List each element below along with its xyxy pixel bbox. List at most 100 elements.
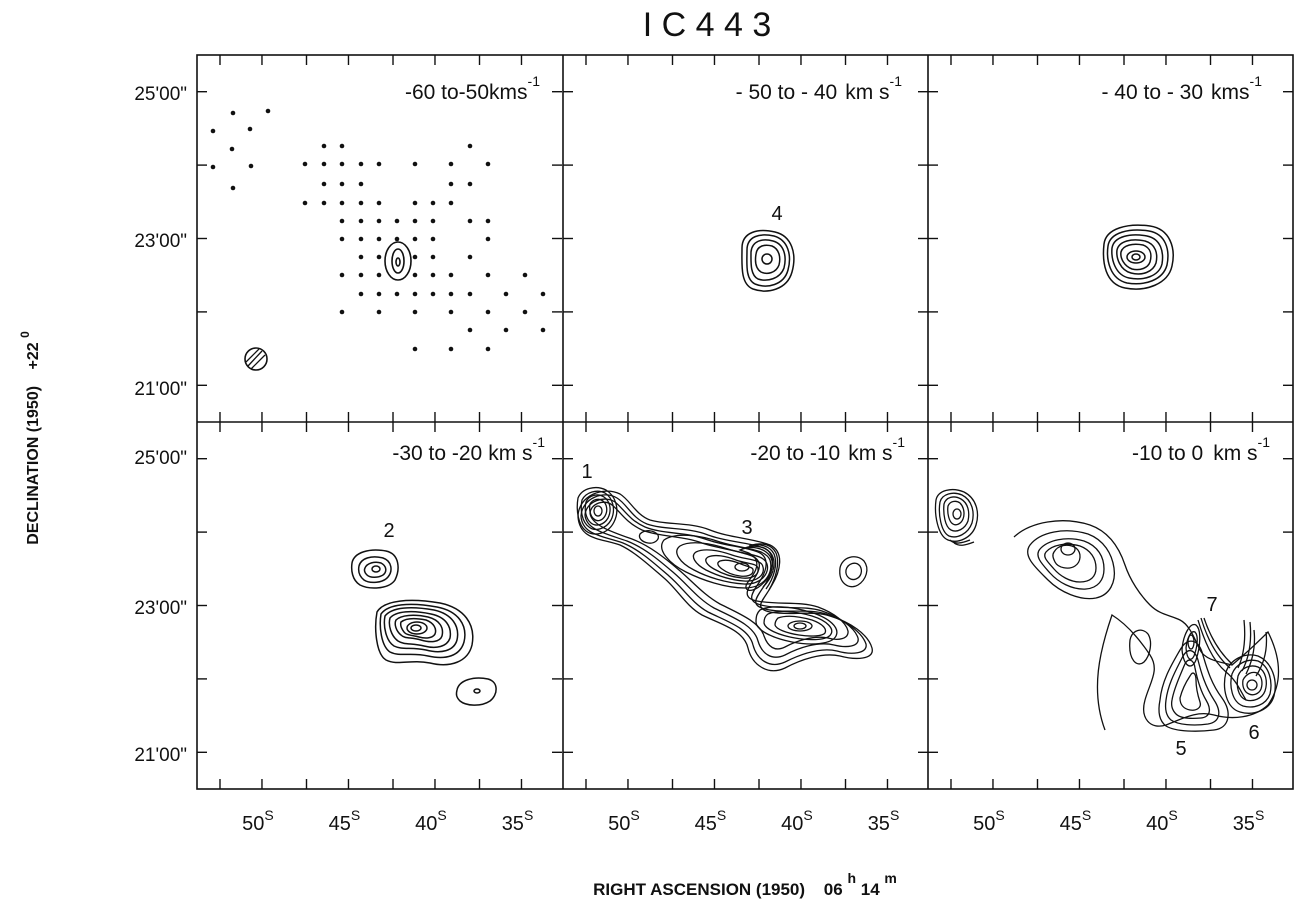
panel-2-sup: -1 (890, 73, 903, 89)
sampling-point (467, 327, 473, 333)
contour (1116, 239, 1158, 275)
panel-5-label: -20 to -10 km s-1 (750, 434, 905, 465)
sampling-point (485, 272, 491, 278)
ra-tick-sup: S (524, 807, 533, 823)
contour (593, 505, 603, 517)
contour (1102, 224, 1174, 290)
contour (584, 494, 611, 526)
sampling-point (339, 309, 345, 315)
sampling-point (412, 200, 418, 206)
contour (751, 543, 779, 591)
ra-tick-sup: S (1168, 807, 1177, 823)
contour (1037, 538, 1105, 590)
contour (1111, 234, 1164, 280)
contour (1237, 619, 1246, 669)
contour (1027, 530, 1116, 600)
sampling-point (339, 161, 345, 167)
ra-tick-label: 35S (1233, 807, 1265, 835)
sampling-point (467, 254, 473, 260)
contour (943, 496, 970, 532)
sampling-point (448, 181, 454, 187)
panel-4-range: -30 to -20 (392, 442, 482, 465)
sampling-point (376, 236, 382, 242)
tick-marks (197, 55, 1293, 789)
panel-3-label: - 40 to - 30 kms-1 (1101, 73, 1262, 104)
contour (588, 498, 608, 522)
contour (934, 489, 979, 542)
contour (363, 561, 387, 578)
sampling-point (485, 309, 491, 315)
contour (1200, 617, 1231, 669)
contour (1052, 544, 1081, 569)
sampling-point (376, 254, 382, 260)
contour (379, 603, 466, 659)
feature-label-6: 6 (1248, 722, 1259, 744)
panel-4-sup: -1 (533, 434, 546, 450)
sampling-point (321, 200, 327, 206)
contour (787, 620, 813, 632)
feature-label-4: 4 (771, 203, 782, 225)
sampling-point (358, 161, 364, 167)
sampling-point (321, 161, 327, 167)
ra-tick-value: 50 (608, 813, 630, 835)
feature-label-1: 1 (581, 461, 592, 483)
ra-tick-sup: S (264, 807, 273, 823)
ra-tick-value: 45 (695, 813, 717, 835)
sampling-point (412, 254, 418, 260)
sampling-point (522, 272, 528, 278)
sampling-point (540, 327, 546, 333)
contour (738, 546, 774, 592)
contour (1126, 250, 1146, 264)
contour (1203, 617, 1233, 665)
sampling-point (522, 309, 528, 315)
contour (406, 621, 428, 635)
contour (350, 549, 399, 589)
contour (394, 614, 444, 643)
ra-tick-label: 40S (1146, 807, 1178, 835)
contour (388, 610, 452, 649)
contour (741, 229, 795, 292)
sampling-point (229, 146, 235, 152)
panel-4-unit: km s (488, 442, 532, 465)
panel-6-unit: km s (1213, 442, 1257, 465)
ra-tick-value: 35 (868, 813, 890, 835)
contour (1245, 629, 1256, 675)
contour (584, 498, 859, 658)
ra-tick-label: 45S (695, 807, 727, 835)
x-axis-label-main: RIGHT ASCENSION (1950) (593, 880, 805, 899)
panel-5-unit: km s (848, 442, 892, 465)
panel-1-unit: kms (489, 81, 528, 104)
contour (676, 542, 769, 585)
feature-label-3: 3 (741, 517, 752, 539)
sampling-point (376, 161, 382, 167)
panel-4-contours (350, 549, 497, 706)
x-axis-label: RIGHT ASCENSION (1950) 06 h 14 m (593, 868, 897, 899)
contour (705, 554, 759, 579)
feature-label-5: 5 (1175, 738, 1186, 760)
contour (580, 494, 867, 666)
sampling-point (448, 272, 454, 278)
feature-label-2: 2 (383, 520, 394, 542)
sampling-point (302, 161, 308, 167)
sampling-point (448, 161, 454, 167)
sampling-point (358, 236, 364, 242)
panel-3-contours (1102, 224, 1174, 290)
dec-tick-label: 25'00" (134, 84, 187, 105)
ra-tick-value: 35 (1233, 813, 1255, 835)
sampling-point (394, 218, 400, 224)
contour (1179, 672, 1202, 711)
panel-1-core-contours (384, 241, 412, 281)
sampling-point (430, 254, 436, 260)
contour (371, 565, 381, 573)
sampling-point (358, 291, 364, 297)
contour (748, 544, 777, 590)
sampling-point (448, 309, 454, 315)
contour (1236, 665, 1267, 702)
contour (399, 617, 437, 639)
x-axis-label-minutes: 14 (861, 880, 880, 899)
contour (761, 253, 773, 265)
panel-3-sup: -1 (1250, 73, 1263, 89)
panel-5-sup: -1 (893, 434, 906, 450)
panel-6-contours (934, 489, 1280, 732)
sampling-point (485, 346, 491, 352)
